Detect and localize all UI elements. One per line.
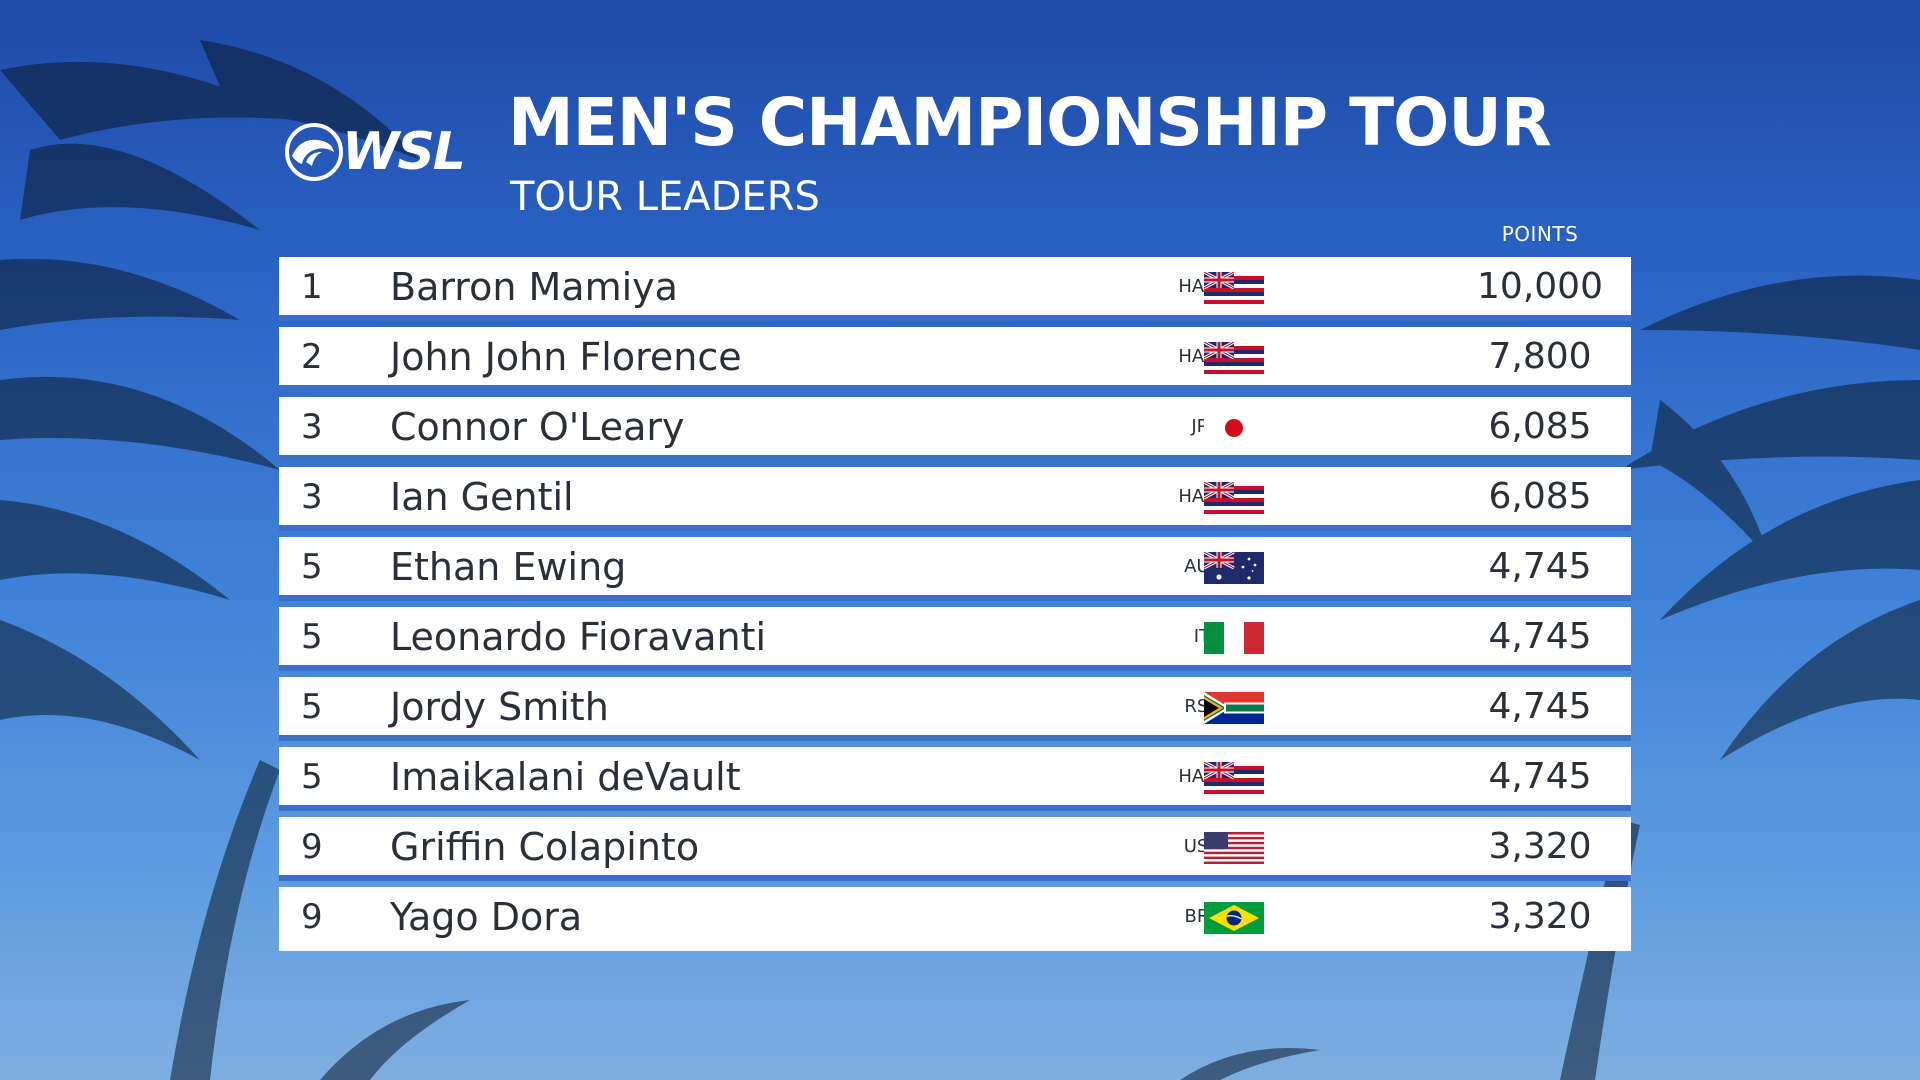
- points-column-header: POINTS: [1501, 222, 1579, 246]
- italy-flag-icon: [1204, 622, 1264, 654]
- logo-text: WSL: [342, 122, 466, 182]
- brazil-flag-icon: [1204, 902, 1264, 934]
- rank: 9: [301, 827, 323, 867]
- leaderboard-row: 5 Leonardo Fioravanti ITA 4,745: [279, 607, 1631, 671]
- surfer-name: Ethan Ewing: [390, 545, 627, 589]
- rank: 5: [301, 617, 323, 657]
- hawaii-flag-icon: [1204, 762, 1264, 794]
- south-africa-flag-icon: [1204, 692, 1264, 724]
- points-value: 3,320: [1488, 896, 1592, 937]
- rank: 1: [301, 267, 323, 307]
- points-value: 6,085: [1488, 406, 1592, 447]
- page-title: MEN'S CHAMPIONSHIP TOUR: [508, 84, 1552, 161]
- surfer-name: Imaikalani deVault: [390, 755, 741, 799]
- australia-flag-icon: [1204, 552, 1264, 584]
- leaderboard-row: 2 John John Florence HAW 7,800: [279, 327, 1631, 391]
- leaderboard-row: 9 Yago Dora BRA 3,320: [279, 887, 1631, 951]
- points-value: 3,320: [1488, 826, 1592, 867]
- leaderboard-row: 3 Ian Gentil HAW 6,085: [279, 467, 1631, 531]
- surfer-name: Leonardo Fioravanti: [390, 615, 767, 659]
- points-value: 4,745: [1488, 616, 1592, 657]
- points-value: 4,745: [1488, 546, 1592, 587]
- rank: 2: [301, 337, 323, 377]
- leaderboard: 1 Barron Mamiya HAW 10,000 2 John John F…: [279, 257, 1631, 951]
- rank: 5: [301, 547, 323, 587]
- surfer-name: Griffin Colapinto: [390, 825, 700, 869]
- points-value: 6,085: [1488, 476, 1592, 517]
- wsl-logo: WSL: [284, 120, 484, 184]
- rank: 3: [301, 477, 323, 517]
- leaderboard-row: 1 Barron Mamiya HAW 10,000: [279, 257, 1631, 321]
- surfer-name: Jordy Smith: [390, 685, 609, 729]
- leaderboard-row: 5 Jordy Smith RSA 4,745: [279, 677, 1631, 741]
- wave-icon: [285, 123, 343, 181]
- surfer-name: Barron Mamiya: [390, 265, 678, 309]
- leaderboard-row: 9 Griffin Colapinto USA 3,320: [279, 817, 1631, 881]
- surfer-name: Connor O'Leary: [390, 405, 685, 449]
- page-subtitle: TOUR LEADERS: [510, 174, 820, 220]
- points-value: 4,745: [1488, 756, 1592, 797]
- surfer-name: Yago Dora: [390, 895, 583, 939]
- usa-flag-icon: [1204, 832, 1264, 864]
- rank: 9: [301, 897, 323, 937]
- leaderboard-row: 3 Connor O'Leary JPN 6,085: [279, 397, 1631, 461]
- leaderboard-row: 5 Ethan Ewing AUS 4,745: [279, 537, 1631, 601]
- points-value: 4,745: [1488, 686, 1592, 727]
- leaderboard-row: 5 Imaikalani deVault HAW 4,745: [279, 747, 1631, 811]
- hawaii-flag-icon: [1204, 482, 1264, 514]
- surfer-name: John John Florence: [390, 335, 742, 379]
- rank: 5: [301, 757, 323, 797]
- hawaii-flag-icon: [1204, 342, 1264, 374]
- japan-flag-icon: [1204, 412, 1264, 444]
- rank: 5: [301, 687, 323, 727]
- points-value: 7,800: [1488, 336, 1592, 377]
- hawaii-flag-icon: [1204, 272, 1264, 304]
- surfer-name: Ian Gentil: [390, 475, 574, 519]
- points-value: 10,000: [1477, 266, 1603, 307]
- rank: 3: [301, 407, 323, 447]
